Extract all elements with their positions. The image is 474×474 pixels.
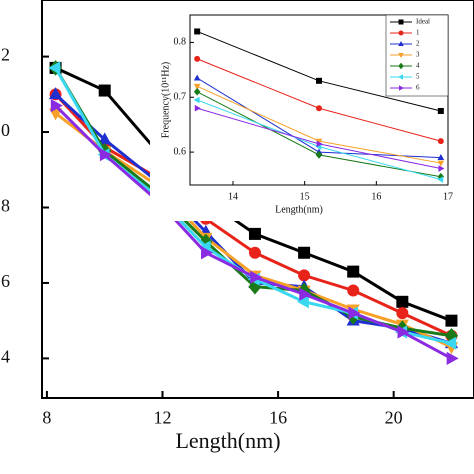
x-axis-label: Length(nm) bbox=[175, 428, 280, 453]
x-tick-label: 20 bbox=[385, 408, 403, 428]
data-point bbox=[194, 104, 201, 112]
data-point bbox=[194, 28, 201, 35]
data-point bbox=[437, 160, 445, 167]
data-point bbox=[347, 284, 360, 297]
x-tick-label: 16 bbox=[269, 408, 287, 428]
y-tick-label: 0.6 bbox=[0, 271, 10, 291]
plot-frame bbox=[189, 14, 449, 186]
x-tick-label: 14 bbox=[228, 191, 238, 202]
legend-label: 3 bbox=[416, 51, 420, 59]
plot: 14 15 16 170.60.70.8Length(nm)Frequency(10¹… bbox=[150, 3, 460, 221]
data-point bbox=[50, 99, 63, 113]
legend-marker bbox=[398, 19, 404, 25]
legend-marker bbox=[398, 53, 404, 58]
data-point bbox=[396, 295, 409, 308]
x-tick-label: 16 bbox=[371, 191, 381, 202]
data-point bbox=[48, 87, 63, 100]
data-point bbox=[348, 306, 361, 320]
data-point bbox=[347, 265, 360, 278]
y-tick-label: 0.8 bbox=[174, 37, 187, 48]
data-point bbox=[194, 55, 201, 62]
data-point bbox=[248, 278, 262, 295]
data-point bbox=[437, 153, 445, 160]
data-point bbox=[438, 165, 445, 172]
data-point bbox=[445, 314, 458, 327]
data-point bbox=[396, 307, 409, 320]
x-tick-label: 17 bbox=[443, 191, 453, 202]
y-tick-label: 0.6 bbox=[174, 146, 187, 157]
y-tick-label: 0.4 bbox=[0, 347, 10, 367]
x-tick-label: 8 bbox=[42, 408, 51, 428]
data-point bbox=[298, 246, 311, 259]
data-point bbox=[193, 96, 200, 104]
data-point bbox=[48, 61, 61, 75]
data-point bbox=[248, 246, 261, 259]
y-axis-label: Frequency(10¹¹Hz) bbox=[160, 62, 171, 139]
data-point bbox=[316, 77, 322, 84]
data-point bbox=[446, 351, 459, 365]
legend-label: 2 bbox=[416, 40, 420, 48]
legend-label: Ideal bbox=[416, 18, 430, 26]
legend-marker bbox=[398, 41, 404, 46]
plot-frame bbox=[41, 0, 474, 399]
data-point bbox=[193, 83, 201, 90]
data-point bbox=[248, 227, 261, 240]
legend-label: 5 bbox=[416, 73, 420, 81]
x-axis-label: Length(nm) bbox=[275, 204, 323, 215]
y-tick-label: 1.2 bbox=[0, 45, 10, 65]
data-point bbox=[437, 176, 444, 183]
data-point bbox=[201, 246, 214, 260]
legend-label: 4 bbox=[416, 62, 420, 70]
y-tick-label: 0.7 bbox=[174, 92, 187, 103]
data-point bbox=[444, 336, 457, 350]
legend-marker bbox=[398, 74, 403, 80]
data-point bbox=[315, 138, 323, 145]
legend-marker bbox=[398, 30, 404, 36]
data-point bbox=[437, 138, 444, 145]
legend-label: 1 bbox=[416, 29, 420, 37]
legend-label: 6 bbox=[416, 84, 420, 92]
y-tick-label: 0.8 bbox=[0, 196, 10, 216]
x-tick-label: 12 bbox=[153, 408, 171, 428]
x-tick-label: 15 bbox=[300, 191, 310, 202]
data-point bbox=[397, 325, 410, 339]
data-point bbox=[98, 132, 112, 145]
data-point bbox=[316, 105, 322, 112]
y-tick-label: 1.0 bbox=[0, 120, 10, 140]
data-point bbox=[315, 150, 323, 159]
data-point bbox=[296, 295, 309, 309]
data-point bbox=[299, 287, 312, 301]
data-point bbox=[250, 270, 263, 284]
data-point bbox=[98, 84, 111, 97]
data-point bbox=[99, 148, 112, 162]
data-point bbox=[193, 74, 201, 81]
data-point bbox=[437, 107, 444, 114]
series-group bbox=[193, 28, 445, 183]
data-point bbox=[298, 269, 311, 282]
legend-marker bbox=[399, 85, 404, 91]
data-point bbox=[193, 87, 201, 96]
data-point bbox=[316, 140, 323, 148]
legend-marker bbox=[398, 62, 404, 70]
